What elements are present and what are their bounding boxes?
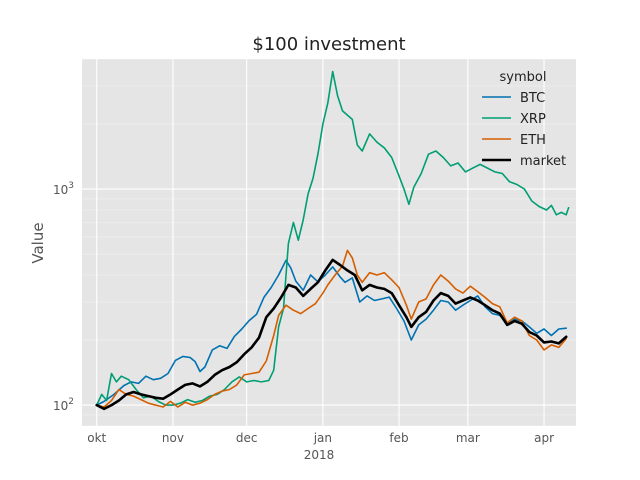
series-line-market bbox=[95, 258, 568, 411]
x-tick-label: jan bbox=[313, 431, 332, 445]
x-tick-labels: okt nov dec jan feb mar apr bbox=[87, 431, 554, 445]
grid-lines bbox=[82, 58, 576, 427]
x-axis-year-label: 2018 bbox=[304, 448, 335, 462]
chart-title: $100 investment bbox=[252, 34, 405, 55]
x-tick-label: nov bbox=[162, 431, 184, 445]
y-axis-label: Value bbox=[29, 222, 47, 263]
y-tick-label: 102 bbox=[53, 397, 74, 413]
legend-label-eth: ETH bbox=[520, 133, 546, 148]
x-tick-label: okt bbox=[87, 431, 106, 445]
x-tick-label: dec bbox=[236, 431, 258, 445]
series-line-eth bbox=[95, 249, 567, 408]
series-line-btc bbox=[95, 259, 567, 406]
series-line-xrp bbox=[95, 70, 570, 406]
y-tick-label: 103 bbox=[53, 181, 74, 197]
legend: symbol BTC XRP ETH market bbox=[482, 70, 566, 169]
plot-area bbox=[82, 59, 576, 426]
legend-label-btc: BTC bbox=[520, 91, 545, 106]
legend-label-market: market bbox=[520, 154, 566, 169]
legend-title: symbol bbox=[500, 70, 547, 85]
x-tick-label: feb bbox=[389, 431, 408, 445]
y-tick-labels: 102 103 bbox=[53, 181, 74, 413]
legend-label-xrp: XRP bbox=[520, 112, 546, 127]
series-lines bbox=[95, 70, 570, 411]
x-tick-label: mar bbox=[456, 431, 480, 445]
x-tick-label: apr bbox=[534, 431, 554, 445]
